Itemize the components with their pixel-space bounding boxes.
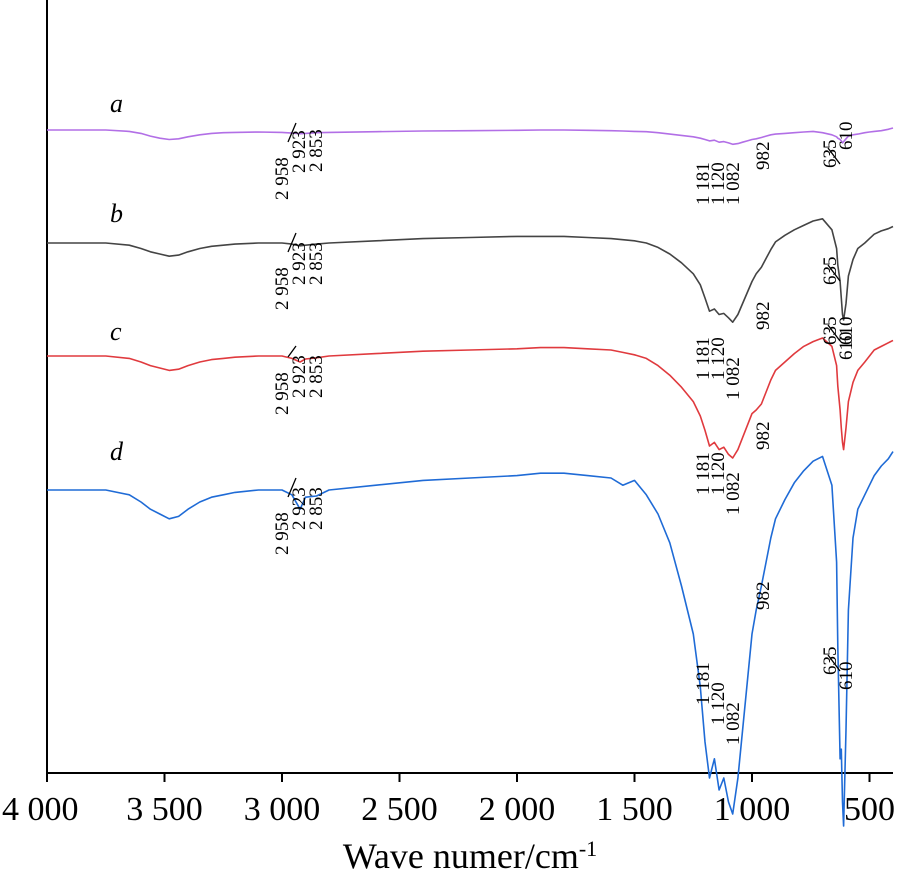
peak-label: 2 853 [306,129,327,172]
peak-label: 1 120 [708,337,729,380]
peak-label: 2 853 [306,487,327,530]
series-b-line [47,218,894,323]
peak-label: 1 082 [723,357,744,400]
x-tick-label: 500 [844,791,895,828]
peak-label: 610 [836,332,857,361]
peak-label: 2 958 [272,157,293,200]
x-tick-label: 2 500 [361,791,438,828]
peak-label: 1 082 [723,162,744,205]
peak-label: 1 181 [693,452,714,495]
peak-label: 982 [753,422,774,451]
peak-arrow [827,654,841,672]
peak-label: 2 853 [306,355,327,398]
peak-label: 635 [820,647,841,676]
peak-arrow [827,324,841,342]
x-tick-label: 3 500 [126,791,203,828]
peak-label: 2 923 [289,130,310,173]
peak-label: 610 [836,122,857,151]
peak-label: 1 181 [693,662,714,705]
peak-label: 610 [836,317,857,346]
x-tick-label: 1 000 [714,791,791,828]
peak-label: 2 923 [289,355,310,398]
peak-label: 982 [753,582,774,611]
series-d-label: d [110,437,124,466]
series-d-line [47,451,894,827]
series-a-line [47,127,894,146]
series-a-label: a [110,89,123,118]
peak-arrow [287,232,297,253]
x-tick-label: 2 000 [479,791,556,828]
x-axis-label: Wave numer/cm-1 [343,836,597,876]
peak-arrow [287,122,297,143]
peak-label: 1 082 [723,472,744,515]
peak-arrow [287,345,297,358]
x-tick-label: 1 500 [596,791,673,828]
peak-label: 2 958 [272,512,293,555]
x-tick-label: 4 000 [2,791,79,828]
curve-labels: a b c d [110,89,124,466]
peak-arrow [827,147,841,165]
peak-label: 1 120 [708,452,729,495]
peak-label: 610 [836,662,857,691]
series-layer [47,127,894,827]
axes [46,0,893,774]
peak-label: 2 923 [289,487,310,530]
peak-label: 1 082 [723,702,744,745]
peak-label: 1 120 [708,162,729,205]
x-ticks: 4 000 3 500 3 000 2 500 2 000 1 500 1 000 500 [2,773,895,828]
peak-label: 2 853 [306,242,327,285]
peak-label: 635 [820,257,841,286]
peak-label: 982 [753,142,774,171]
series-c-label: c [110,317,122,346]
peak-arrow [827,264,841,282]
series-b-label: b [110,199,123,228]
x-tick-label: 3 000 [244,791,321,828]
peak-label: 2 923 [289,242,310,285]
peak-label: 1 181 [693,162,714,205]
peak-label: 1 181 [693,337,714,380]
peak-label: 635 [820,140,841,169]
peak-label: 635 [820,317,841,346]
peak-arrow [287,477,297,498]
peak-label: 2 958 [272,267,293,310]
series-c-line [47,337,894,459]
peak-label: 2 958 [272,372,293,415]
peak-label: 1 120 [708,682,729,725]
peak-label: 982 [753,302,774,331]
